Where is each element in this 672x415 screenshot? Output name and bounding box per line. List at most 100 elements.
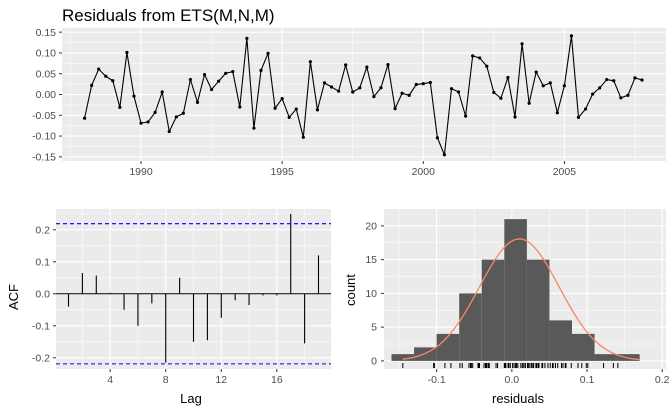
- residual-point: [407, 93, 411, 97]
- residual-point: [386, 62, 390, 67]
- x-tick-label: 1995: [270, 166, 294, 178]
- residual-point: [478, 56, 482, 60]
- residual-point: [224, 71, 228, 75]
- residual-point: [273, 106, 277, 110]
- x-tick-label: -0.1: [428, 374, 446, 386]
- y-tick-label: 0.00: [36, 89, 57, 101]
- residual-point: [125, 50, 129, 55]
- y-tick-label: 15: [365, 254, 377, 266]
- residual-point: [421, 82, 425, 86]
- residual-point: [583, 107, 588, 111]
- histogram-bar: [504, 219, 527, 361]
- residual-point: [555, 111, 559, 115]
- residual-point: [562, 84, 566, 88]
- residual-point: [576, 115, 581, 119]
- residual-point: [160, 90, 164, 94]
- residual-point: [428, 80, 432, 85]
- residual-point: [315, 108, 320, 112]
- residual-point: [337, 89, 341, 93]
- residual-point: [548, 81, 552, 85]
- x-tick-label: 12: [215, 374, 227, 386]
- residual-point: [280, 97, 284, 101]
- residual-point: [252, 126, 256, 130]
- x-tick-label: 2005: [553, 166, 577, 178]
- histogram-bar: [526, 259, 550, 361]
- residual-point: [400, 91, 404, 95]
- y-tick-label: 10: [365, 288, 377, 300]
- residual-point: [167, 129, 171, 134]
- y-tick-label: 0.1: [35, 256, 50, 268]
- residual-point: [442, 153, 447, 157]
- residual-point: [471, 54, 475, 58]
- histogram-bar: [549, 320, 572, 361]
- x-tick-label: 4: [107, 374, 113, 386]
- histogram-bar: [459, 293, 482, 361]
- residuals-time-series-panel: 1990 1995 2000 2005 -0.15 -0.10 -0.05 0.00 0.05 0…: [32, 27, 666, 178]
- x-tick-label: 2000: [412, 166, 436, 178]
- residual-point: [132, 94, 136, 98]
- acf-panel: 4 8 12 16 -0.2 -0.1 0.0 0.1 0.2: [32, 209, 331, 386]
- residual-point: [492, 90, 496, 95]
- x-tick-label: 0.1: [580, 374, 595, 386]
- residual-point: [181, 111, 185, 115]
- histogram-bar: [481, 259, 505, 361]
- residual-point: [435, 136, 439, 140]
- residual-point: [111, 79, 115, 83]
- residual-point: [414, 82, 418, 87]
- residual-point: [393, 107, 397, 111]
- acf-y-axis-label: ACF: [6, 284, 21, 310]
- residual-point: [153, 110, 157, 114]
- residual-point: [626, 93, 630, 97]
- residual-point: [569, 34, 574, 38]
- residual-point: [485, 64, 489, 68]
- residual-point: [372, 94, 376, 99]
- y-tick-label: 0.10: [36, 48, 57, 60]
- x-tick-label: 1990: [129, 166, 153, 178]
- residual-point: [139, 121, 143, 125]
- y-tick-label: -0.1: [32, 320, 50, 332]
- residual-point: [449, 87, 454, 91]
- y-tick-label: 0.15: [36, 27, 57, 39]
- y-tick-label: 0.05: [36, 68, 57, 80]
- y-tick-label: 0.0: [35, 288, 50, 300]
- residual-point: [97, 67, 101, 71]
- residual-point: [104, 74, 108, 78]
- residual-point: [527, 101, 531, 105]
- residual-point: [231, 70, 235, 74]
- residual-point: [456, 90, 461, 94]
- x-tick-label: 0.2: [655, 374, 670, 386]
- x-tick-label: 0.0: [505, 374, 520, 386]
- residual-point: [464, 114, 468, 118]
- residual-point: [329, 85, 334, 89]
- residual-point: [174, 115, 178, 119]
- residual-point: [506, 75, 510, 80]
- y-tick-label: -0.10: [32, 131, 56, 143]
- hist-x-axis-label: residuals: [492, 391, 545, 406]
- residual-point: [591, 92, 595, 96]
- residual-point: [238, 105, 242, 109]
- y-tick-label: 5: [371, 322, 377, 334]
- x-tick-label: 16: [271, 374, 283, 386]
- histogram-bar: [572, 333, 595, 361]
- residual-point: [217, 79, 221, 83]
- residual-point: [259, 68, 263, 72]
- residual-point: [534, 70, 538, 74]
- histogram-bar: [436, 333, 460, 361]
- x-tick-label: 8: [163, 374, 169, 386]
- residual-point: [245, 36, 249, 40]
- y-tick-label: 20: [365, 220, 377, 232]
- residual-point: [322, 81, 327, 85]
- residual-point: [146, 120, 150, 124]
- top-title: Residuals from ETS(M,N,M): [62, 6, 275, 25]
- residual-point: [351, 90, 355, 94]
- density-curve: [402, 238, 640, 361]
- residual-point: [358, 86, 362, 90]
- y-tick-label: 0: [371, 355, 377, 367]
- residual-point: [640, 78, 644, 82]
- histogram-bar: [391, 354, 415, 361]
- residuals-histogram-panel: -0.1 0.0 0.1 0.2 0 5 10 15 20: [365, 209, 670, 386]
- histogram-bar: [594, 354, 618, 361]
- residual-point: [266, 51, 270, 55]
- residual-point: [379, 86, 383, 90]
